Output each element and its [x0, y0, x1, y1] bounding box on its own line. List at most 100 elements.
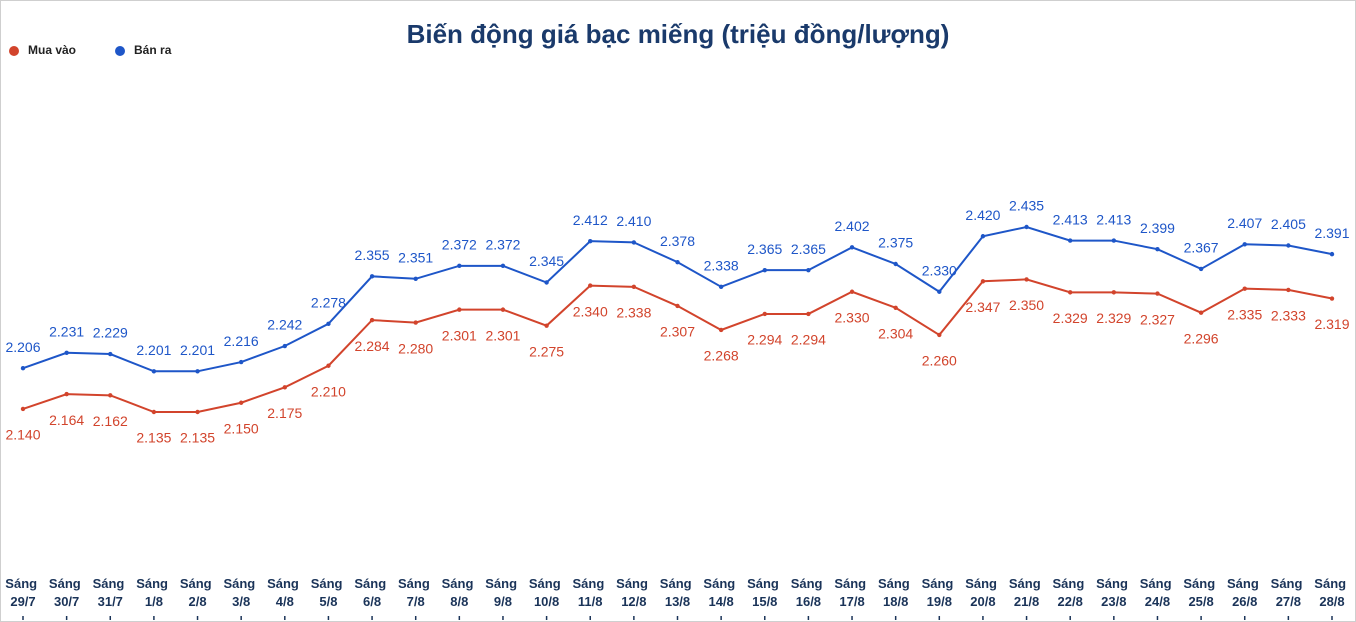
x-tick-label: Sáng 29/7	[5, 576, 40, 609]
data-point	[20, 366, 26, 371]
data-point	[544, 280, 549, 285]
data-point	[64, 391, 69, 397]
data-point	[1111, 238, 1117, 243]
data-label: 2.140	[5, 427, 40, 443]
data-point	[718, 327, 724, 333]
data-label: 2.410	[616, 213, 651, 229]
data-point	[1024, 224, 1029, 230]
data-point	[1329, 251, 1335, 257]
x-tick-label: Sáng 3/8	[223, 576, 258, 609]
data-label: 2.420	[965, 207, 1000, 223]
data-point	[849, 245, 855, 250]
x-tick-label-line: 27/8	[1276, 594, 1301, 609]
x-tick-label-line: 17/8	[839, 594, 864, 609]
x-tick-label-line: Sáng	[1183, 576, 1218, 591]
legend-marker	[9, 46, 19, 56]
data-label: 2.372	[485, 237, 520, 253]
data-label: 2.340	[573, 303, 608, 319]
x-tick-label: Sáng 30/7	[49, 576, 84, 609]
x-tick-label: Sáng 11/8	[573, 576, 608, 609]
x-tick-label: Sáng 22/8	[1052, 576, 1087, 609]
data-label: 2.365	[747, 241, 782, 257]
data-label: 2.365	[791, 241, 826, 257]
data-label: 2.242	[267, 317, 302, 333]
data-point	[500, 263, 506, 269]
data-label: 2.330	[835, 309, 870, 325]
x-tick-label: Sáng 13/8	[660, 576, 695, 609]
x-tick-label-line: 1/8	[145, 594, 163, 609]
data-label: 2.278	[311, 295, 346, 311]
x-tick-label-line: Sáng	[660, 576, 695, 591]
x-tick-label-line: 15/8	[752, 594, 777, 609]
data-label: 2.150	[224, 420, 259, 436]
data-point	[369, 274, 375, 279]
data-label: 2.338	[616, 305, 651, 321]
x-tick-label-line: 13/8	[665, 594, 690, 609]
data-point	[457, 307, 462, 312]
x-tick-label-line: Sáng	[573, 576, 608, 591]
data-label: 2.399	[1140, 220, 1175, 236]
x-tick-label-line: 23/8	[1101, 594, 1126, 609]
x-tick-label: Sáng 1/8	[136, 576, 171, 609]
data-label: 2.391	[1314, 225, 1349, 241]
data-point	[238, 400, 244, 405]
x-tick-label-line: Sáng	[49, 576, 84, 591]
x-tick-label: Sáng 12/8	[616, 576, 651, 609]
data-point	[413, 320, 418, 325]
data-point	[762, 267, 767, 273]
data-label: 2.164	[49, 412, 84, 428]
x-tick-label-line: 8/8	[450, 594, 468, 609]
x-tick-label-line: Sáng	[93, 576, 128, 591]
x-tick-label-line: Sáng	[223, 576, 258, 591]
x-tick-label: Sáng 19/8	[922, 576, 957, 609]
x-tick-label-line: 20/8	[970, 594, 995, 609]
data-label: 2.280	[398, 340, 433, 356]
data-label: 2.327	[1140, 311, 1175, 327]
data-label: 2.201	[136, 342, 171, 358]
x-tick-label-line: 11/8	[578, 594, 603, 609]
data-point	[631, 240, 637, 245]
legend-label: Mua vào	[28, 43, 76, 57]
x-tick-label-line: Sáng	[1314, 576, 1349, 591]
data-point	[718, 284, 724, 290]
x-tick-label-line: 28/8	[1319, 594, 1344, 609]
data-label: 2.378	[660, 233, 695, 249]
x-tick-label: Sáng 31/7	[93, 576, 128, 609]
data-label: 2.345	[529, 253, 564, 269]
data-point	[151, 409, 157, 415]
x-tick-label-line: 30/7	[54, 594, 79, 609]
x-tick-label-line: 26/8	[1232, 594, 1257, 609]
data-label: 2.367	[1184, 240, 1219, 256]
data-label: 2.231	[49, 324, 84, 340]
x-tick-label-line: Sáng	[834, 576, 869, 591]
x-tick-label-line: 21/8	[1014, 594, 1039, 609]
data-label: 2.372	[442, 237, 477, 253]
data-point	[1286, 287, 1291, 293]
data-point	[195, 409, 200, 415]
data-label: 2.135	[136, 430, 171, 446]
data-point	[108, 351, 113, 357]
data-point	[369, 317, 375, 323]
data-label: 2.335	[1227, 306, 1262, 322]
x-tick-label-line: 24/8	[1145, 594, 1170, 609]
x-tick-label: Sáng 24/8	[1140, 576, 1175, 609]
legend-marker	[115, 46, 126, 56]
x-tick-label-line: 5/8	[319, 594, 337, 609]
data-label: 2.413	[1096, 211, 1131, 227]
x-tick-label-line: Sáng	[1227, 576, 1262, 591]
x-tick-label-line: 22/8	[1058, 594, 1083, 609]
x-tick-label-line: 31/7	[98, 594, 123, 609]
x-tick-label-line: 16/8	[796, 594, 821, 609]
data-label: 2.375	[878, 235, 913, 251]
data-label: 2.162	[93, 413, 128, 429]
x-tick-label: Sáng 8/8	[442, 576, 477, 609]
data-label: 2.275	[529, 343, 564, 359]
x-tick-label-line: Sáng	[398, 576, 433, 591]
data-label: 2.229	[93, 325, 128, 341]
data-point	[1329, 296, 1335, 301]
x-tick-label-line: Sáng	[180, 576, 215, 591]
data-label: 2.260	[922, 353, 957, 369]
x-tick-label-line: Sáng	[616, 576, 651, 591]
data-point	[849, 289, 855, 294]
